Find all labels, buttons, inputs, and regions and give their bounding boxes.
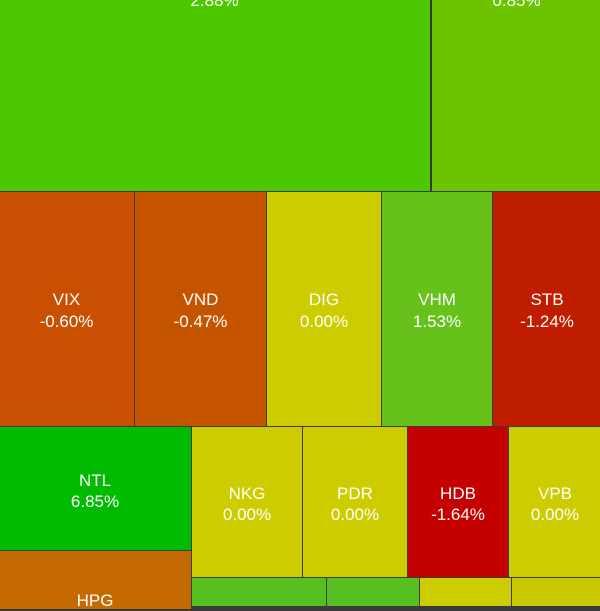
tile[interactable]: HDB -1.64% xyxy=(407,426,509,578)
tile[interactable] xyxy=(511,577,600,607)
tile[interactable]: 2.88% xyxy=(0,0,431,192)
tile[interactable]: VND -0.47% xyxy=(134,191,267,427)
tile-change: 2.88% xyxy=(190,0,239,10)
tile[interactable] xyxy=(191,577,327,607)
tile-change: -0.47% xyxy=(173,312,228,331)
tile-change: 0.00% xyxy=(330,505,380,524)
tile[interactable] xyxy=(326,577,420,607)
tile-label: VND xyxy=(182,290,219,309)
tile-label: HDB xyxy=(440,484,476,503)
tile-label: VIX xyxy=(52,290,81,309)
tile-label: NTL xyxy=(78,471,112,490)
tile-label: VPB xyxy=(537,484,573,503)
tile-label: NKG xyxy=(228,484,266,503)
tile-change: -1.24% xyxy=(520,312,574,331)
tile[interactable]: 0.85% xyxy=(431,0,600,192)
tile[interactable]: NKG 0.00% xyxy=(191,426,303,578)
tile-change: 0.00% xyxy=(299,312,349,331)
tile-label: DIG xyxy=(308,290,340,309)
tile-change: -1.64% xyxy=(431,505,485,524)
tile-label: VHM xyxy=(418,290,456,309)
tile-change: -0.60% xyxy=(39,312,94,331)
tile-change: 0.00% xyxy=(222,505,272,524)
tile[interactable]: VIX -0.60% xyxy=(0,191,135,427)
tile-change: 6.85% xyxy=(70,492,120,511)
tile-label: PDR xyxy=(337,484,373,503)
tile[interactable]: DIG 0.00% xyxy=(266,191,382,427)
tile[interactable]: VHM 1.53% xyxy=(381,191,493,427)
tile[interactable]: HPG xyxy=(0,550,192,610)
tile[interactable] xyxy=(419,577,512,607)
tile-change: 0.85% xyxy=(492,0,541,10)
tile[interactable]: PDR 0.00% xyxy=(302,426,408,578)
tile-label: STB xyxy=(530,290,564,309)
tile[interactable]: STB -1.24% xyxy=(492,191,600,427)
tile-change: 1.53% xyxy=(412,312,462,331)
tile[interactable]: VPB 0.00% xyxy=(508,426,600,578)
tile-label: HPG xyxy=(76,591,114,610)
tile-change: 0.00% xyxy=(530,505,580,524)
tile[interactable]: NTL 6.85% xyxy=(0,426,192,551)
